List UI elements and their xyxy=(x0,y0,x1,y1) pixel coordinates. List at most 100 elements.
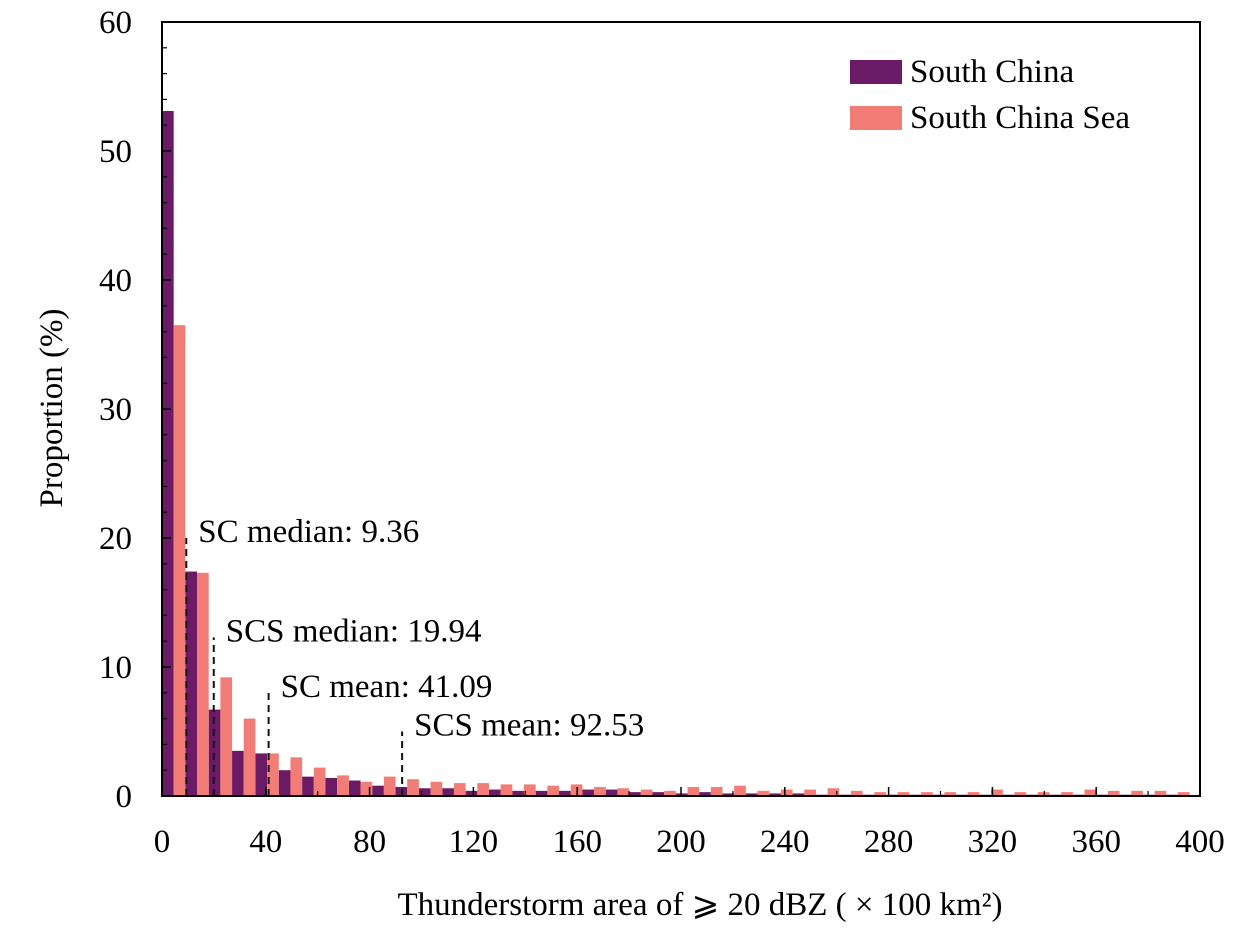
ticks-layer: 0 40 80 120 160 200 240 280 320 360 400 0 10 20 30 40 50… xyxy=(99,5,1225,860)
bar-south-china-sea-13 xyxy=(477,783,489,796)
bar-south-china-sea-10 xyxy=(407,779,419,796)
bar-south-china-sea-43 xyxy=(1177,792,1190,796)
x-tick-label: 400 xyxy=(1175,824,1225,860)
bar-south-china-sea-33 xyxy=(944,792,957,796)
y-tick-label: 40 xyxy=(99,263,132,299)
bar-south-china-sea-38 xyxy=(1061,792,1073,796)
bar-south-china-sea-15 xyxy=(524,784,536,796)
bar-south-china-sea-22 xyxy=(687,786,700,796)
bar-south-china-4 xyxy=(255,753,268,796)
bar-south-china-sea-14 xyxy=(500,784,513,796)
legend-swatch-south-china-sea xyxy=(850,106,902,130)
bar-south-china-sea-31 xyxy=(897,792,910,796)
x-tick-label: 80 xyxy=(353,824,386,860)
bar-south-china-5 xyxy=(278,770,291,796)
bar-south-china-sea-23 xyxy=(710,786,723,796)
bar-south-china-sea-42 xyxy=(1154,790,1167,796)
bar-south-china-26 xyxy=(769,793,781,796)
bar-south-china-sea-37 xyxy=(1037,792,1050,796)
y-tick-label: 50 xyxy=(99,134,132,170)
bar-south-china-12 xyxy=(442,788,454,796)
bar-south-china-16 xyxy=(535,790,548,796)
bar-south-china-2 xyxy=(208,709,221,796)
y-tick-label: 30 xyxy=(99,392,132,428)
bar-south-china-7 xyxy=(325,777,338,796)
bar-south-china-sea-26 xyxy=(780,789,793,796)
bar-south-china-sea-12 xyxy=(453,783,466,796)
bar-south-china-sea-8 xyxy=(360,781,373,796)
bar-south-china-19 xyxy=(605,789,618,796)
bar-south-china-3 xyxy=(232,750,244,796)
annotation-label: SC mean: 41.09 xyxy=(281,669,493,705)
x-tick-label: 40 xyxy=(249,824,282,860)
x-tick-label: 320 xyxy=(968,824,1018,860)
bar-south-china-13 xyxy=(465,790,478,796)
bar-south-china-23 xyxy=(699,792,711,796)
bar-south-china-sea-3 xyxy=(243,718,256,796)
bar-south-china-sea-2 xyxy=(220,677,233,796)
bar-south-china-25 xyxy=(745,793,758,796)
bar-south-china-sea-25 xyxy=(757,790,770,796)
bar-south-china-sea-39 xyxy=(1084,789,1097,796)
bar-south-china-20 xyxy=(629,792,641,796)
annotation-label: SCS median: 19.94 xyxy=(226,613,482,649)
y-tick-label: 0 xyxy=(116,779,133,815)
legend-label-south-china: South China xyxy=(910,54,1074,90)
bar-south-china-sea-29 xyxy=(850,790,863,796)
bar-south-china-sea-24 xyxy=(734,785,746,796)
bar-south-china-sea-0 xyxy=(173,325,186,796)
bar-south-china-sea-6 xyxy=(313,767,326,796)
x-axis-title: Thunderstorm area of ⩾ 20 dBZ ( × 100 km… xyxy=(397,887,1002,923)
bar-south-china-11 xyxy=(418,788,431,796)
bar-south-china-9 xyxy=(372,785,384,796)
bar-south-china-sea-32 xyxy=(921,792,933,796)
bar-south-china-sea-11 xyxy=(430,781,443,796)
bar-south-china-14 xyxy=(488,789,501,796)
bar-south-china-sea-19 xyxy=(617,788,630,796)
bar-south-china-15 xyxy=(512,790,525,796)
x-tick-label: 120 xyxy=(449,824,499,860)
bar-south-china-sea-35 xyxy=(991,789,1003,796)
y-axis-title: Proportion (%) xyxy=(34,309,70,508)
bar-south-china-8 xyxy=(348,780,361,796)
x-tick-label: 200 xyxy=(656,824,706,860)
bar-south-china-18 xyxy=(582,789,595,796)
legend: South China South China Sea xyxy=(850,54,1130,136)
x-tick-label: 240 xyxy=(760,824,810,860)
x-tick-label: 360 xyxy=(1071,824,1121,860)
y-tick-label: 60 xyxy=(99,5,132,41)
annotation-text-layer: SC median: 9.36 SCS median: 19.94 SC mean:… xyxy=(198,514,644,744)
annotation-label: SC median: 9.36 xyxy=(198,514,419,550)
bar-south-china-24 xyxy=(722,793,735,796)
y-tick-label: 10 xyxy=(99,650,132,686)
bar-south-china-1 xyxy=(185,571,198,796)
bar-south-china-sea-28 xyxy=(827,788,840,796)
bar-south-china-sea-7 xyxy=(337,775,349,796)
bar-south-china-sea-16 xyxy=(547,785,560,796)
x-tick-label: 0 xyxy=(154,824,171,860)
bar-south-china-sea-5 xyxy=(290,757,303,796)
bar-south-china-sea-20 xyxy=(640,789,653,796)
bar-south-china-sea-18 xyxy=(594,786,606,796)
bar-south-china-sea-1 xyxy=(197,572,209,796)
y-tick-label: 20 xyxy=(99,521,132,557)
annotation-lines-layer xyxy=(185,538,404,796)
bar-south-china-sea-27 xyxy=(804,789,816,796)
bar-south-china-17 xyxy=(559,790,571,796)
bar-south-china-sea-40 xyxy=(1107,790,1120,796)
bar-south-china-21 xyxy=(652,792,665,796)
legend-swatch-south-china xyxy=(850,60,902,84)
legend-label-south-china-sea: South China Sea xyxy=(910,100,1130,136)
bar-south-china-sea-21 xyxy=(664,790,676,796)
bar-south-china-6 xyxy=(302,776,314,796)
bar-south-china-sea-34 xyxy=(967,792,980,796)
bar-south-china-sea-36 xyxy=(1014,792,1027,796)
bar-south-china-sea-41 xyxy=(1131,790,1143,796)
bar-south-china-27 xyxy=(792,793,805,796)
bar-south-china-sea-30 xyxy=(874,792,887,796)
x-tick-label: 160 xyxy=(552,824,602,860)
annotation-label: SCS mean: 92.53 xyxy=(414,708,644,744)
bar-south-china-sea-4 xyxy=(267,753,279,796)
